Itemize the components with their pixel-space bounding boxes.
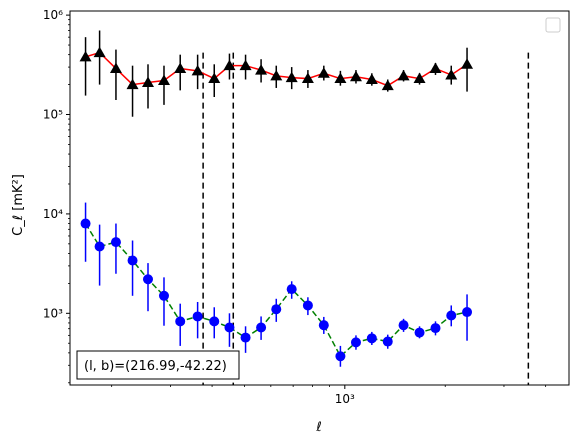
series-1-point xyxy=(110,237,121,248)
series-1-point xyxy=(175,316,186,327)
series-1-point xyxy=(158,290,169,301)
series-0-point xyxy=(413,72,426,84)
series-1-point xyxy=(382,336,393,347)
series-1-point xyxy=(335,351,346,362)
axis-layer: 10³ 10⁴ 10⁵ 10⁶ 10³ xyxy=(43,8,547,406)
series-0-point xyxy=(223,59,236,71)
series-0-point xyxy=(349,70,362,82)
y-axis-label: C_ℓ [mK²] xyxy=(11,174,26,236)
x-tick-label: 10³ xyxy=(335,392,355,406)
series-1-point xyxy=(271,304,282,315)
series-layer xyxy=(79,30,474,367)
series-0-point xyxy=(429,62,442,74)
series-1-point xyxy=(94,241,105,252)
series-1-point xyxy=(350,337,361,348)
annotation-box: (l, b)=(216.99,-42.22) xyxy=(76,350,240,380)
series-0-point xyxy=(270,69,283,81)
series-1-point xyxy=(286,284,297,295)
series-1-point xyxy=(398,320,409,331)
y-tick-label: 10⁵ xyxy=(43,108,63,122)
y-tick-label: 10⁶ xyxy=(43,8,63,22)
series-1-point xyxy=(192,311,203,322)
series-1-point xyxy=(318,320,329,331)
y-tick-label: 10³ xyxy=(43,306,63,320)
series-0-point xyxy=(301,72,314,84)
series-0-point xyxy=(109,62,122,74)
series-0-point xyxy=(141,76,154,87)
series-1-point xyxy=(302,300,313,311)
series-0-point xyxy=(79,50,92,62)
series-1-point xyxy=(240,332,251,343)
series-0-point xyxy=(461,58,474,69)
series-0-point xyxy=(157,74,170,85)
plot-frame xyxy=(69,10,570,386)
series-1-point xyxy=(366,333,377,344)
series-1-point xyxy=(256,322,267,333)
series-0-point xyxy=(365,73,378,85)
series-0-point xyxy=(381,79,394,91)
series-1-point xyxy=(80,218,91,229)
series-0-point xyxy=(285,71,298,83)
series-1-point xyxy=(209,316,220,327)
series-1-line xyxy=(84,223,468,358)
series-1-point xyxy=(462,307,473,318)
series-0-point xyxy=(397,69,410,81)
series-1-point xyxy=(224,322,235,333)
series-0-point xyxy=(255,64,268,75)
series-0-point xyxy=(126,78,139,90)
series-1-point xyxy=(142,274,153,285)
series-0-point xyxy=(239,59,252,71)
series-0-point xyxy=(334,72,347,84)
vlines-layer xyxy=(202,52,530,385)
series-0-point xyxy=(317,67,330,78)
annotation-text: (l, b)=(216.99,-42.22) xyxy=(84,359,227,374)
x-axis-label: ℓ xyxy=(315,420,321,435)
series-0-point xyxy=(174,62,187,74)
series-1-point xyxy=(127,255,138,266)
series-0-point xyxy=(445,68,458,80)
series-1-point xyxy=(446,310,457,321)
y-tick-label: 10⁴ xyxy=(43,207,63,221)
series-1-point xyxy=(414,327,425,338)
series-0-point xyxy=(93,46,106,58)
legend-box xyxy=(545,17,561,33)
series-1-point xyxy=(430,323,441,334)
series-0-point xyxy=(208,72,221,84)
series-0-point xyxy=(191,64,204,76)
